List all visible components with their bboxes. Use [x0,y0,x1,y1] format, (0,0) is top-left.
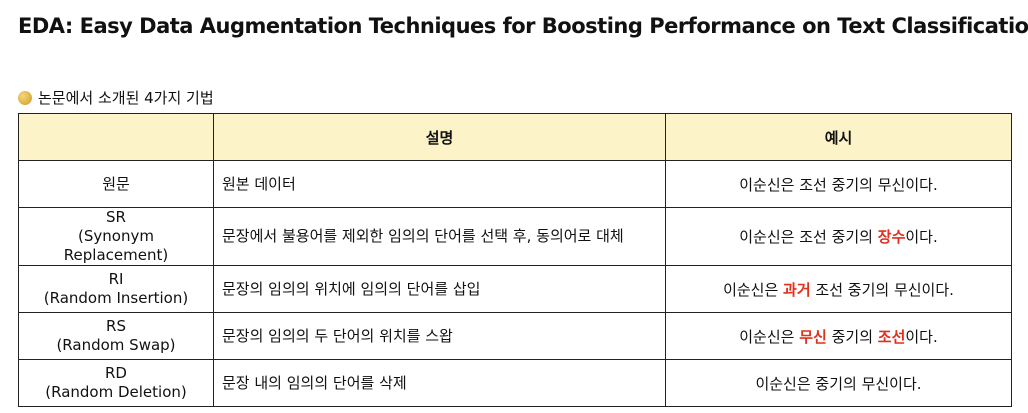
example-text: 중기의 [826,327,878,346]
method-cell: RI (Random Insertion) [18,265,214,313]
method-full: (Random Swap) [56,336,176,354]
header-cell: 설명 [213,113,666,161]
description-cell: 원본 데이터 [213,160,666,208]
row: SR (Synonym Replacement) 문장에서 불용어를 제외한 임의의… [18,207,1012,266]
header-cell [18,113,214,161]
header-text: 설명 [425,128,454,147]
description-cell: 문장의 임의의 두 단어의 위치를 스왑 [213,312,666,360]
description: 원본 데이터 [222,174,296,193]
method: SR [106,208,126,226]
row: RS (Random Swap) 문장의 임의의 두 단어의 위치를 스왑 이순신은 … [18,312,1012,360]
example-highlight: 장수 [877,228,906,246]
method-cell: RD (Random Deletion) [18,359,214,407]
example-cell: 이순신은 조선 중기의 무신이다. [665,160,1012,208]
method-cell: SR (Synonym Replacement) [18,207,214,266]
example-cell: 이순신은 과거 조선 중기의 무신이다. [665,265,1012,313]
description-cell: 문장에서 불용어를 제외한 임의의 단어를 선택 후, 동의어로 대체 [213,207,666,266]
description: 문장의 임의의 두 단어의 위치를 스왑 [222,326,453,345]
example-text: 이다. [905,228,938,246]
method-cell: RS (Random Swap) [18,312,214,360]
row: RI (Random Insertion) 문장의 임의의 위치에 임의의 단어를 … [18,265,1012,313]
example-text: 이순신은 조선 중기의 [739,228,878,246]
icon [18,90,32,105]
example-text: 이순신은 [723,280,784,299]
method-cell: 원문 [18,160,214,208]
method-full: (Synonym Replacement) [63,227,169,264]
table: 설명 예시 원문 원본 데이터 이순신은 조선 중기의 무신이다. SR (Synonym … [18,113,1012,407]
header-row: 설명 예시 [18,113,1012,161]
row: RD (Random Deletion) 문장 내의 임의의 단어를 삭제 이순신은 … [18,359,1012,407]
method-full: (Random Insertion) [43,289,189,307]
title: EDA: Easy Data Augmentation Techniques f… [18,14,1028,38]
description: 문장 내의 임의의 단어를 삭제 [222,373,407,392]
row: 원문 원본 데이터 이순신은 조선 중기의 무신이다. [18,160,1012,208]
method-full: (Random Deletion) [45,383,187,401]
subtitle-line: 논문에서 소개된 4가지 기법 [18,87,214,108]
example-text: 이순신은 중기의 무신이다. [755,374,922,393]
description: 문장에서 불용어를 제외한 임의의 단어를 선택 후, 동의어로 대체 [222,227,624,245]
method: RS [106,317,126,335]
description-cell: 문장의 임의의 위치에 임의의 단어를 삽입 [213,265,666,313]
description-cell: 문장 내의 임의의 단어를 삭제 [213,359,666,407]
example-text: 이순신은 [739,327,800,346]
header-text: 예시 [824,128,853,147]
example-text: 이다. [905,327,938,346]
example-text: 이순신은 조선 중기의 무신이다. [739,175,938,194]
method: 원문 [102,174,130,193]
example-highlight: 무신 [799,327,827,346]
example-highlight: 조선 [877,327,906,346]
example-cell: 이순신은 조선 중기의 장수이다. [665,207,1012,266]
description: 문장의 임의의 위치에 임의의 단어를 삽입 [222,279,481,298]
example-text: 조선 중기의 무신이다. [810,280,954,299]
method: RD [105,364,127,382]
header-cell: 예시 [665,113,1012,161]
method: RI [108,270,124,288]
example-highlight: 과거 [783,280,811,299]
example-cell: 이순신은 중기의 무신이다. [665,359,1012,407]
example-cell: 이순신은 무신 중기의 조선이다. [665,312,1012,360]
subtitle: 논문에서 소개된 4가지 기법 [38,89,214,107]
